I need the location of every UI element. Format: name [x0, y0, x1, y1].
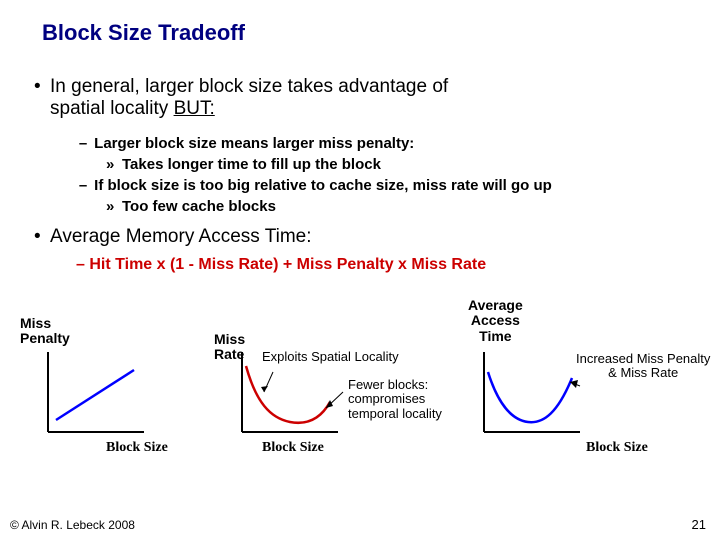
chart-miss-rate: Miss Rate Exploits Spatial Locality Fewe… — [214, 338, 474, 458]
chart3-xlabel: Block Size — [586, 440, 648, 456]
chart1-ylabel-l1: Miss — [20, 315, 51, 331]
bullet-subsub-2-text: Too few cache blocks — [122, 198, 276, 215]
bullet-main-1-but: BUT: — [174, 98, 215, 119]
bullet-main-2: •Average Memory Access Time: — [34, 226, 312, 248]
bullet-subsub-1: »Takes longer time to fill up the block — [106, 156, 381, 173]
formula-line: – Hit Time x (1 - Miss Rate) + Miss Pena… — [76, 256, 486, 274]
slide-title: Block Size Tradeoff — [42, 20, 245, 46]
copyright-text: © Alvin R. Lebeck 2008 — [10, 518, 135, 532]
chart-miss-penalty: Miss Penalty Block Size — [20, 338, 210, 458]
page-number: 21 — [692, 517, 706, 532]
bullet-main-1: •In general, larger block size takes adv… — [34, 76, 448, 120]
chart1-xlabel: Block Size — [106, 440, 168, 456]
chart2-arrowhead1 — [261, 386, 268, 392]
chart2-note2-l1: Fewer blocks: — [348, 377, 428, 392]
chart1-line — [56, 370, 134, 420]
bullet-subsub-2: »Too few cache blocks — [106, 198, 276, 215]
chart3-ylabel-l2: Access — [471, 312, 520, 328]
formula-text: Hit Time x (1 - Miss Rate) + Miss Penalt… — [89, 256, 486, 273]
chart3-curve — [488, 372, 572, 422]
chart2-xlabel: Block Size — [262, 440, 324, 456]
chart3-svg — [470, 342, 600, 442]
bullet-sub-1: – Larger block size means larger miss pe… — [76, 135, 414, 152]
chart1-svg — [34, 342, 164, 442]
bullet-subsub-1-text: Takes longer time to fill up the block — [122, 156, 381, 173]
bullet-main-1-line2a: spatial locality — [50, 98, 174, 119]
chart2-note-fewer: Fewer blocks: compromises temporal local… — [348, 378, 442, 421]
bullet-sub-2: – If block size is too big relative to c… — [76, 177, 552, 194]
chart-avg-access-time: Average Access Time Increased Miss Penal… — [468, 312, 718, 432]
bullet-sub-1-text: Larger block size means larger miss pena… — [94, 135, 414, 152]
chart2-arrowhead2 — [326, 400, 333, 408]
chart2-note2-l2: compromises — [348, 391, 425, 406]
chart2-note2-l3: temporal locality — [348, 406, 442, 421]
chart3-ylabel: Average Access Time — [468, 298, 523, 344]
chart3-note-l2: & Miss Rate — [608, 365, 678, 380]
chart3-ylabel-l1: Average — [468, 297, 523, 313]
bullet-main-1-line1: In general, larger block size takes adva… — [50, 76, 448, 97]
chart2-curve — [246, 366, 330, 423]
bullet-main-2-text: Average Memory Access Time: — [50, 226, 312, 247]
bullet-sub-2-text: If block size is too big relative to cac… — [94, 177, 552, 194]
chart2-svg — [228, 342, 358, 442]
